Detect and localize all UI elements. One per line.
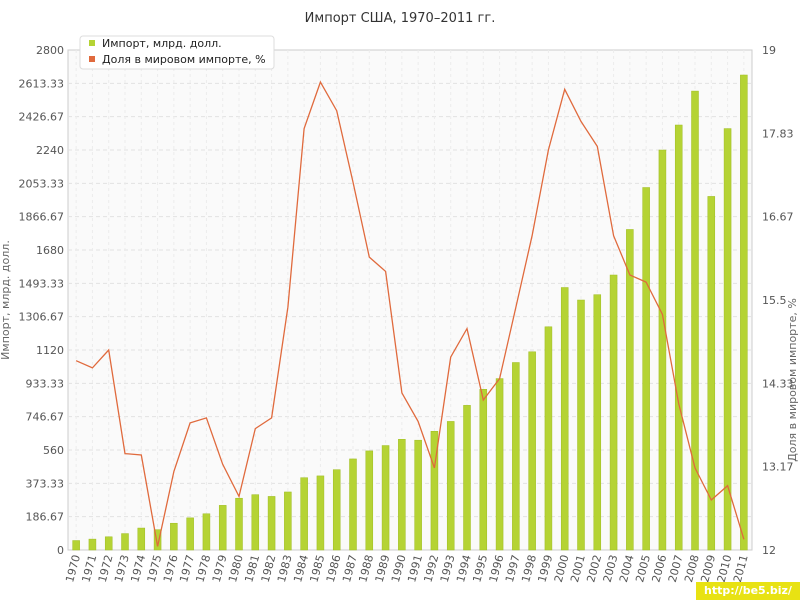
bar bbox=[137, 527, 146, 551]
chart-title: Импорт США, 1970–2011 гг. bbox=[305, 11, 496, 26]
y-tick-label: 0 bbox=[57, 544, 64, 557]
y-tick-label: 560 bbox=[43, 444, 64, 457]
bar bbox=[202, 513, 211, 551]
bar bbox=[104, 536, 113, 551]
bar bbox=[153, 529, 162, 551]
bar bbox=[414, 439, 422, 551]
bar-series bbox=[72, 74, 748, 551]
y-tick-label: 1306.67 bbox=[19, 311, 65, 324]
bar bbox=[577, 299, 585, 551]
bar bbox=[235, 497, 243, 551]
bar bbox=[186, 517, 194, 551]
y2-tick-label: 15.5 bbox=[762, 294, 787, 307]
y2-tick-label: 19 bbox=[762, 44, 776, 57]
bar bbox=[72, 540, 80, 551]
bar bbox=[528, 351, 536, 551]
bar bbox=[479, 389, 488, 551]
y2-tick-label: 14.33 bbox=[762, 378, 794, 391]
bar bbox=[381, 445, 390, 551]
bar bbox=[446, 421, 455, 551]
legend-label-imports: Импорт, млрд. долл. bbox=[102, 37, 222, 50]
bar bbox=[658, 149, 667, 551]
bar bbox=[251, 494, 260, 551]
y-tick-label: 2426.67 bbox=[19, 111, 65, 124]
y-tick-label: 1680 bbox=[36, 244, 64, 257]
y2-axis-ticks: 12 13.17 14.33 15.5 16.67 17.83 19 bbox=[762, 44, 794, 557]
bar bbox=[707, 196, 716, 551]
y-tick-label: 2053.33 bbox=[19, 177, 65, 190]
bar bbox=[267, 496, 276, 551]
y2-tick-label: 13.17 bbox=[762, 460, 794, 473]
y2-axis-label: Доля в мировом импорте, % bbox=[786, 298, 799, 462]
y-tick-label: 186.67 bbox=[26, 511, 65, 524]
watermark-link[interactable]: http://be5.biz/ bbox=[696, 582, 800, 600]
x-axis-ticks: 1970197119721973197419751976197719781979… bbox=[63, 553, 751, 583]
bar bbox=[300, 477, 308, 551]
share-line bbox=[75, 80, 745, 547]
bar bbox=[495, 378, 504, 551]
legend-swatch-imports bbox=[89, 40, 95, 46]
bar bbox=[463, 405, 471, 551]
y-axis-label: Импорт, млрд. долл. bbox=[0, 240, 12, 360]
bar bbox=[544, 326, 553, 551]
y-tick-label: 1120 bbox=[36, 344, 64, 357]
y-tick-label: 2240 bbox=[36, 144, 64, 157]
bar bbox=[674, 124, 683, 551]
legend-box bbox=[79, 35, 275, 70]
bar bbox=[723, 128, 732, 551]
bar bbox=[170, 522, 178, 551]
y-tick-label: 746.67 bbox=[26, 411, 65, 424]
y2-tick-label: 17.83 bbox=[762, 128, 794, 141]
y-tick-label: 1866.67 bbox=[19, 211, 65, 224]
bar bbox=[121, 533, 129, 551]
bar bbox=[740, 74, 748, 551]
y-tick-label: 2613.33 bbox=[19, 77, 65, 90]
bar bbox=[560, 287, 569, 551]
bar bbox=[88, 538, 97, 551]
y-tick-label: 933.33 bbox=[26, 377, 65, 390]
y-tick-label: 373.33 bbox=[26, 477, 65, 490]
plot-area bbox=[67, 49, 753, 551]
bar bbox=[593, 294, 602, 551]
y-axis-ticks: 0 186.67 373.33 560 746.67 933.33 1120 1306.67 1… bbox=[19, 44, 65, 557]
y-tick-label: 2800 bbox=[36, 44, 64, 57]
bar bbox=[218, 505, 227, 551]
y2-tick-label: 12 bbox=[762, 544, 776, 557]
bar bbox=[691, 90, 699, 551]
bar bbox=[365, 450, 374, 551]
bar bbox=[430, 431, 439, 551]
y-tick-label: 1493.33 bbox=[19, 277, 65, 290]
bar bbox=[332, 469, 341, 551]
legend-label-share: Доля в мировом импорте, % bbox=[102, 53, 266, 66]
bar bbox=[284, 491, 292, 551]
line-series bbox=[75, 80, 745, 547]
bar bbox=[349, 458, 357, 551]
bar bbox=[316, 475, 325, 551]
legend-swatch-share bbox=[89, 56, 95, 62]
bar bbox=[626, 229, 634, 551]
bar bbox=[512, 362, 520, 551]
bar bbox=[609, 274, 618, 551]
bar bbox=[398, 439, 406, 551]
y2-tick-label: 16.67 bbox=[762, 210, 794, 223]
legend: Импорт, млрд. долл. Доля в мировом импор… bbox=[79, 35, 275, 70]
bar bbox=[642, 187, 650, 551]
